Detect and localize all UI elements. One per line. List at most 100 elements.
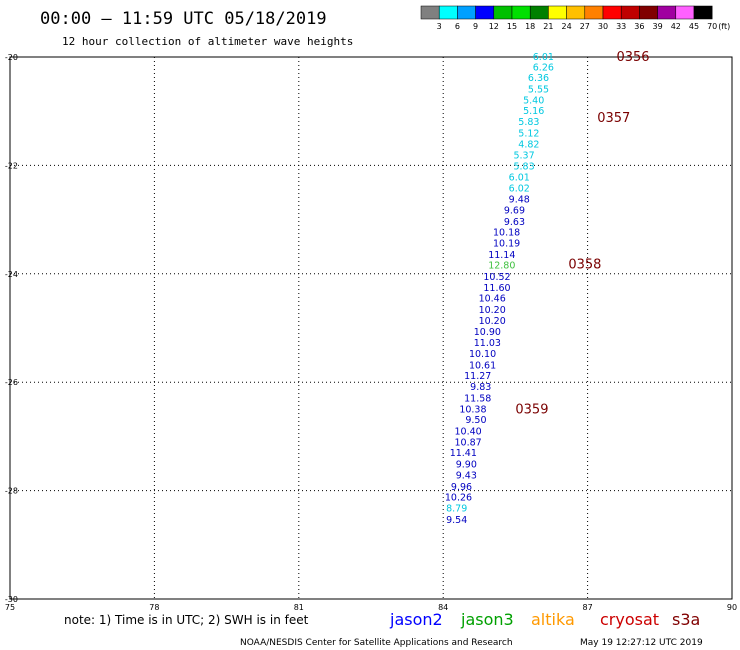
wave-height-value: 6.01 [509, 172, 530, 183]
wave-height-value: 9.54 [446, 515, 467, 526]
x-tick-label: 84 [438, 603, 448, 612]
color-scale-label: 6 [455, 22, 460, 31]
wave-height-value: 10.19 [493, 238, 520, 249]
x-tick-label: 87 [583, 603, 593, 612]
color-swatch [566, 5, 586, 20]
axis-tick-labels: 75 78 81 84 87 90 -20 -22 -24 -26 -28 -30 [5, 53, 737, 612]
wave-height-value: 9.83 [470, 382, 491, 393]
wave-height-value: 10.18 [493, 228, 520, 239]
y-tick-label: -24 [5, 270, 18, 279]
color-scale-label: 21 [543, 22, 553, 31]
x-tick-label: 78 [149, 603, 159, 612]
satellite-name: jason2 [389, 610, 443, 629]
pass-time-label: 0358 [568, 258, 601, 273]
color-swatch [693, 5, 713, 20]
satellite-name: jason3 [460, 610, 514, 629]
wave-height-value: 9.96 [451, 482, 472, 493]
wave-height-value: 5.83 [518, 117, 539, 128]
color-scale-label: 18 [525, 22, 535, 31]
wave-height-value: 10.40 [455, 427, 482, 438]
color-swatch [529, 5, 549, 20]
color-scale-label: 3 [437, 22, 442, 31]
color-scale-label: 12 [489, 22, 499, 31]
color-swatch [602, 5, 622, 20]
wave-height-value: 10.52 [483, 272, 510, 283]
wave-height-value: 8.79 [446, 503, 467, 514]
y-tick-label: -28 [5, 487, 18, 496]
wave-height-value: 12.80 [488, 261, 515, 272]
color-scale-label: 9 [473, 22, 478, 31]
wave-height-value: 5.55 [528, 85, 549, 96]
wave-height-value: 9.69 [504, 205, 525, 216]
color-swatch [511, 5, 531, 20]
x-tick-label: 81 [294, 603, 304, 612]
color-scale-label: 39 [653, 22, 663, 31]
color-swatch [620, 5, 640, 20]
color-scale-label: 45 [689, 22, 699, 31]
satellite-name: cryosat [600, 610, 659, 629]
wave-height-values: 6.016.266.365.555.405.165.835.124.825.37… [445, 52, 554, 526]
wave-height-value: 11.14 [488, 250, 515, 261]
wave-height-value: 9.48 [509, 195, 530, 206]
pass-time-label: 0356 [616, 50, 649, 65]
color-scale-label: 30 [598, 22, 608, 31]
wave-height-value: 11.58 [464, 393, 491, 404]
wave-height-value: 9.50 [465, 415, 486, 426]
color-scale-unit: (ft) [718, 22, 730, 31]
wave-height-value: 10.46 [479, 294, 506, 305]
wave-height-value: 11.41 [450, 448, 477, 459]
wave-height-value: 10.38 [459, 404, 486, 415]
chart-subtitle: 12 hour collection of altimeter wave hei… [62, 35, 353, 48]
x-tick-label: 90 [727, 603, 737, 612]
wave-height-value: 6.02 [509, 184, 530, 195]
footer-note: note: 1) Time is in UTC; 2) SWH is in fe… [64, 613, 309, 627]
color-swatch [675, 5, 695, 20]
color-scale-label: 42 [671, 22, 681, 31]
wave-height-value: 5.16 [523, 106, 544, 117]
color-swatch [584, 5, 604, 20]
satellite-legend: jason2 jason3 altika cryosat s3a [389, 610, 700, 629]
y-tick-label: -30 [5, 595, 18, 604]
plot-frame [9, 56, 733, 600]
pass-time-label: 0357 [597, 111, 630, 126]
wave-height-value: 10.90 [474, 327, 501, 338]
wave-height-value: 9.90 [456, 460, 477, 471]
y-tick-label: -22 [5, 161, 18, 170]
color-swatch [639, 5, 658, 20]
color-swatch [438, 5, 458, 20]
wave-height-value: 10.20 [479, 305, 506, 316]
wave-height-value: 5.83 [513, 161, 534, 172]
y-tick-label: -26 [5, 378, 18, 387]
wave-height-value: 10.10 [469, 349, 496, 360]
color-swatch [657, 5, 677, 20]
wave-height-value: 6.26 [533, 62, 554, 73]
wave-height-value: 11.27 [464, 371, 491, 382]
color-scale-label: 33 [616, 22, 626, 31]
pass-time-label: 0359 [515, 402, 548, 417]
wave-height-value: 5.12 [518, 128, 539, 139]
footer-credit: NOAA/NESDIS Center for Satellite Applica… [240, 638, 513, 648]
x-tick-label: 75 [5, 603, 15, 612]
color-swatch [548, 5, 567, 20]
color-swatch [475, 5, 495, 20]
color-scale-label: 15 [507, 22, 517, 31]
wave-height-value: 4.82 [518, 139, 539, 150]
satellite-name: s3a [672, 610, 700, 629]
pass-time-labels: 0356 0357 0358 0359 [515, 50, 649, 417]
wave-height-value: 10.26 [445, 493, 472, 504]
wave-height-value: 10.61 [469, 360, 496, 371]
footer-timestamp: May 19 12:27:12 UTC 2019 [580, 638, 703, 648]
satellite-name: altika [531, 610, 575, 629]
color-scale-label: 27 [580, 22, 590, 31]
wave-height-value: 11.60 [483, 283, 510, 294]
wave-height-value: 9.43 [456, 470, 477, 481]
wave-height-value: 6.36 [528, 73, 549, 84]
wave-height-value: 10.87 [455, 437, 482, 448]
color-scale-label: 24 [562, 22, 572, 31]
color-swatch [457, 5, 476, 20]
wave-height-value: 5.37 [513, 151, 534, 162]
wave-height-value: 5.40 [523, 95, 544, 106]
wave-height-value: 6.01 [533, 52, 554, 63]
